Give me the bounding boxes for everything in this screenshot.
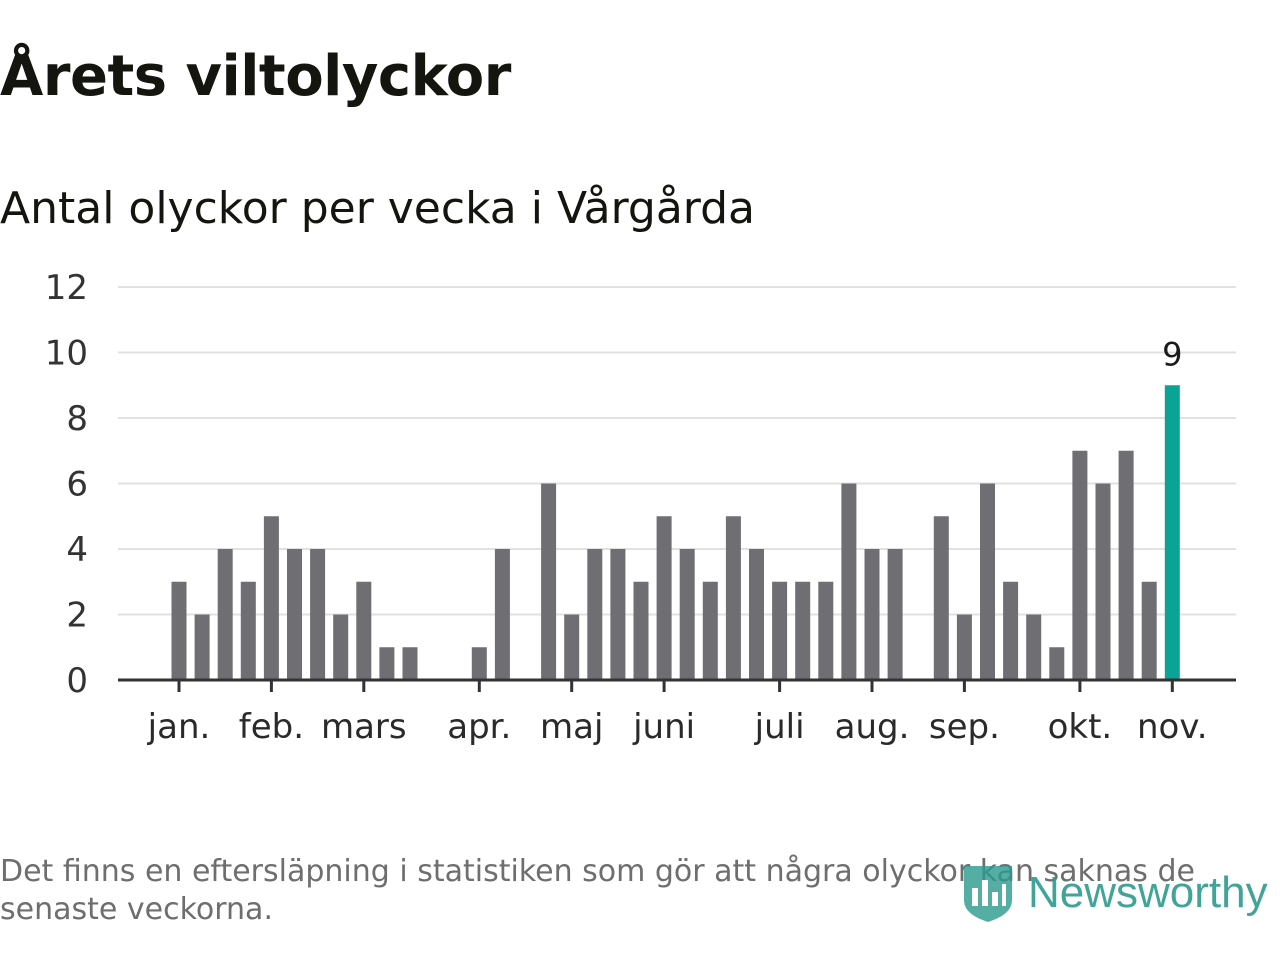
month-label: juni bbox=[632, 707, 695, 747]
y-tick-label: 0 bbox=[66, 661, 88, 701]
bar bbox=[795, 581, 811, 680]
bar bbox=[679, 549, 695, 680]
bar bbox=[933, 516, 949, 680]
chart-subtitle: Antal olyckor per vecka i Vårgårda bbox=[0, 183, 756, 234]
bar bbox=[1072, 450, 1088, 680]
bar bbox=[333, 614, 349, 680]
month-label: jan. bbox=[147, 707, 211, 747]
y-tick-label: 10 bbox=[45, 334, 88, 374]
month-label: aug. bbox=[835, 707, 910, 747]
month-label: nov. bbox=[1137, 707, 1208, 747]
bar bbox=[841, 483, 857, 680]
x-axis-month-labels: jan. feb. mars apr. maj juni juli aug. sep. okt. n… bbox=[147, 707, 1208, 747]
bar bbox=[1141, 581, 1157, 680]
bar bbox=[749, 549, 764, 680]
y-tick-label: 2 bbox=[66, 596, 88, 636]
bar bbox=[171, 581, 187, 680]
chart-title: Årets viltolyckor bbox=[0, 44, 511, 109]
y-tick-label: 4 bbox=[66, 530, 88, 570]
bar bbox=[772, 581, 788, 680]
bar bbox=[610, 549, 626, 680]
y-tick-label: 6 bbox=[66, 465, 88, 505]
bar bbox=[310, 549, 326, 680]
bar bbox=[287, 549, 302, 680]
logo-text: Newsworthy bbox=[1028, 868, 1268, 917]
bar-chart: 0 2 4 6 8 10 12 jan. feb. mars apr. maj juni juli aug… bbox=[45, 268, 1236, 747]
bar bbox=[263, 516, 279, 680]
bar bbox=[1095, 483, 1111, 680]
bar bbox=[1026, 614, 1042, 680]
bar bbox=[217, 549, 233, 680]
bar-highlight bbox=[1164, 385, 1180, 680]
bar bbox=[818, 581, 834, 680]
month-label: mars bbox=[321, 707, 407, 747]
x-axis bbox=[118, 678, 1236, 692]
bar bbox=[1003, 581, 1019, 680]
y-tick-label: 12 bbox=[45, 268, 88, 308]
month-label: apr. bbox=[447, 707, 511, 747]
value-labels: 9 bbox=[1162, 335, 1182, 373]
gridlines bbox=[118, 286, 1236, 616]
bar-chart-shield-icon bbox=[964, 866, 1012, 922]
bar bbox=[633, 581, 649, 680]
month-label: okt. bbox=[1048, 707, 1113, 747]
month-label: juli bbox=[754, 707, 805, 747]
bar bbox=[402, 647, 418, 680]
bar bbox=[656, 516, 672, 680]
bar bbox=[725, 516, 741, 680]
bar bbox=[379, 647, 395, 680]
y-tick-label: 8 bbox=[66, 399, 88, 439]
bar bbox=[194, 614, 210, 680]
newsworthy-logo: Newsworthy bbox=[962, 862, 1268, 924]
bar bbox=[980, 483, 995, 680]
bar bbox=[587, 549, 603, 680]
month-label: sep. bbox=[929, 707, 1000, 747]
bar bbox=[864, 549, 880, 680]
bar bbox=[702, 581, 718, 680]
bar bbox=[240, 581, 256, 680]
bar bbox=[1049, 647, 1065, 680]
month-label: maj bbox=[540, 707, 603, 747]
bar bbox=[471, 647, 487, 680]
bar bbox=[494, 549, 510, 680]
bars bbox=[171, 385, 1180, 680]
y-axis-tick-labels: 0 2 4 6 8 10 12 bbox=[45, 268, 88, 701]
month-label: feb. bbox=[239, 707, 304, 747]
bar bbox=[356, 581, 372, 680]
bar bbox=[564, 614, 580, 680]
bar bbox=[887, 549, 903, 680]
bar bbox=[1118, 450, 1134, 680]
bar bbox=[956, 614, 972, 680]
bar bbox=[541, 483, 557, 680]
value-label-highlight: 9 bbox=[1162, 335, 1182, 373]
